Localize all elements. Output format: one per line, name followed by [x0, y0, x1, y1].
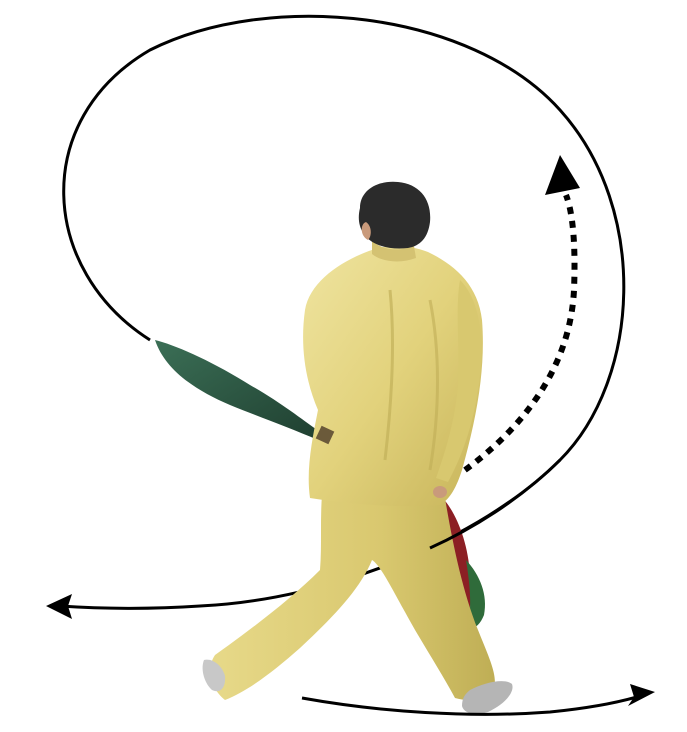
- sword-hilt: [315, 425, 335, 445]
- right-arm: [436, 280, 482, 482]
- large-spiral-arrow-front: [429, 458, 562, 550]
- jacket-fold: [428, 299, 439, 471]
- martial-artist-figure: [155, 181, 513, 714]
- ear: [361, 222, 371, 240]
- hand: [433, 486, 447, 498]
- large-spiral-arrow-upper: [59, 14, 626, 610]
- head-hair: [358, 181, 431, 249]
- jacket-fold: [383, 289, 394, 461]
- dotted-arrowhead-up: [545, 155, 580, 195]
- left-shoe: [202, 659, 226, 692]
- right-shoe: [462, 681, 513, 714]
- ground-arrowhead-right: [628, 684, 655, 706]
- spiral-arrowhead-left: [46, 594, 72, 619]
- pants: [210, 495, 495, 700]
- dotted-rising-arrow: [463, 193, 578, 473]
- ground-step-arrow: [301, 694, 641, 716]
- neck: [372, 240, 416, 262]
- broadsword-blade: [155, 340, 320, 440]
